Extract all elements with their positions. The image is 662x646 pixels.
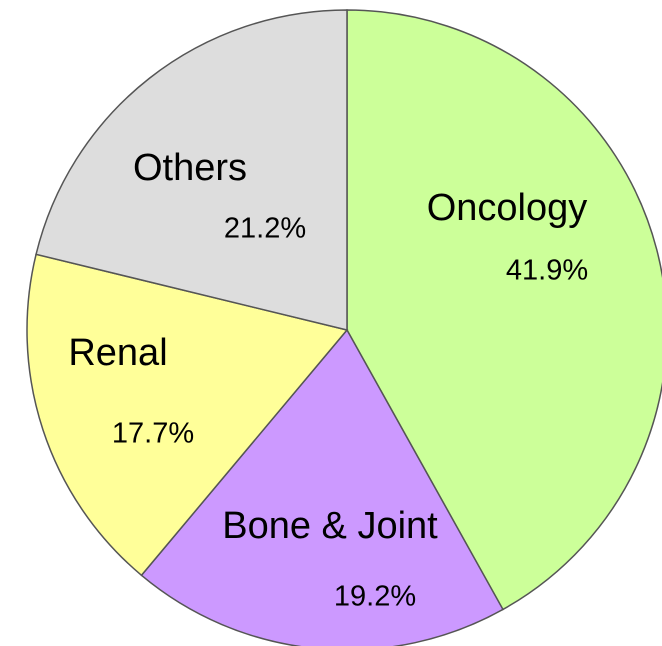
value-label: 21.2%: [224, 213, 306, 245]
pie-slice: [346, 9, 662, 611]
value-label: 17.7%: [112, 418, 194, 450]
value-label: 41.9%: [506, 255, 588, 287]
pie-slice: [35, 9, 348, 331]
value-label: 19.2%: [334, 581, 416, 613]
pie-slice: [140, 328, 504, 646]
slice-label: Others: [133, 147, 247, 189]
pie-slice: [26, 253, 349, 577]
slice-label: Bone & Joint: [222, 505, 438, 547]
slice-label: Oncology: [427, 187, 588, 229]
slice-label: Renal: [68, 332, 167, 374]
